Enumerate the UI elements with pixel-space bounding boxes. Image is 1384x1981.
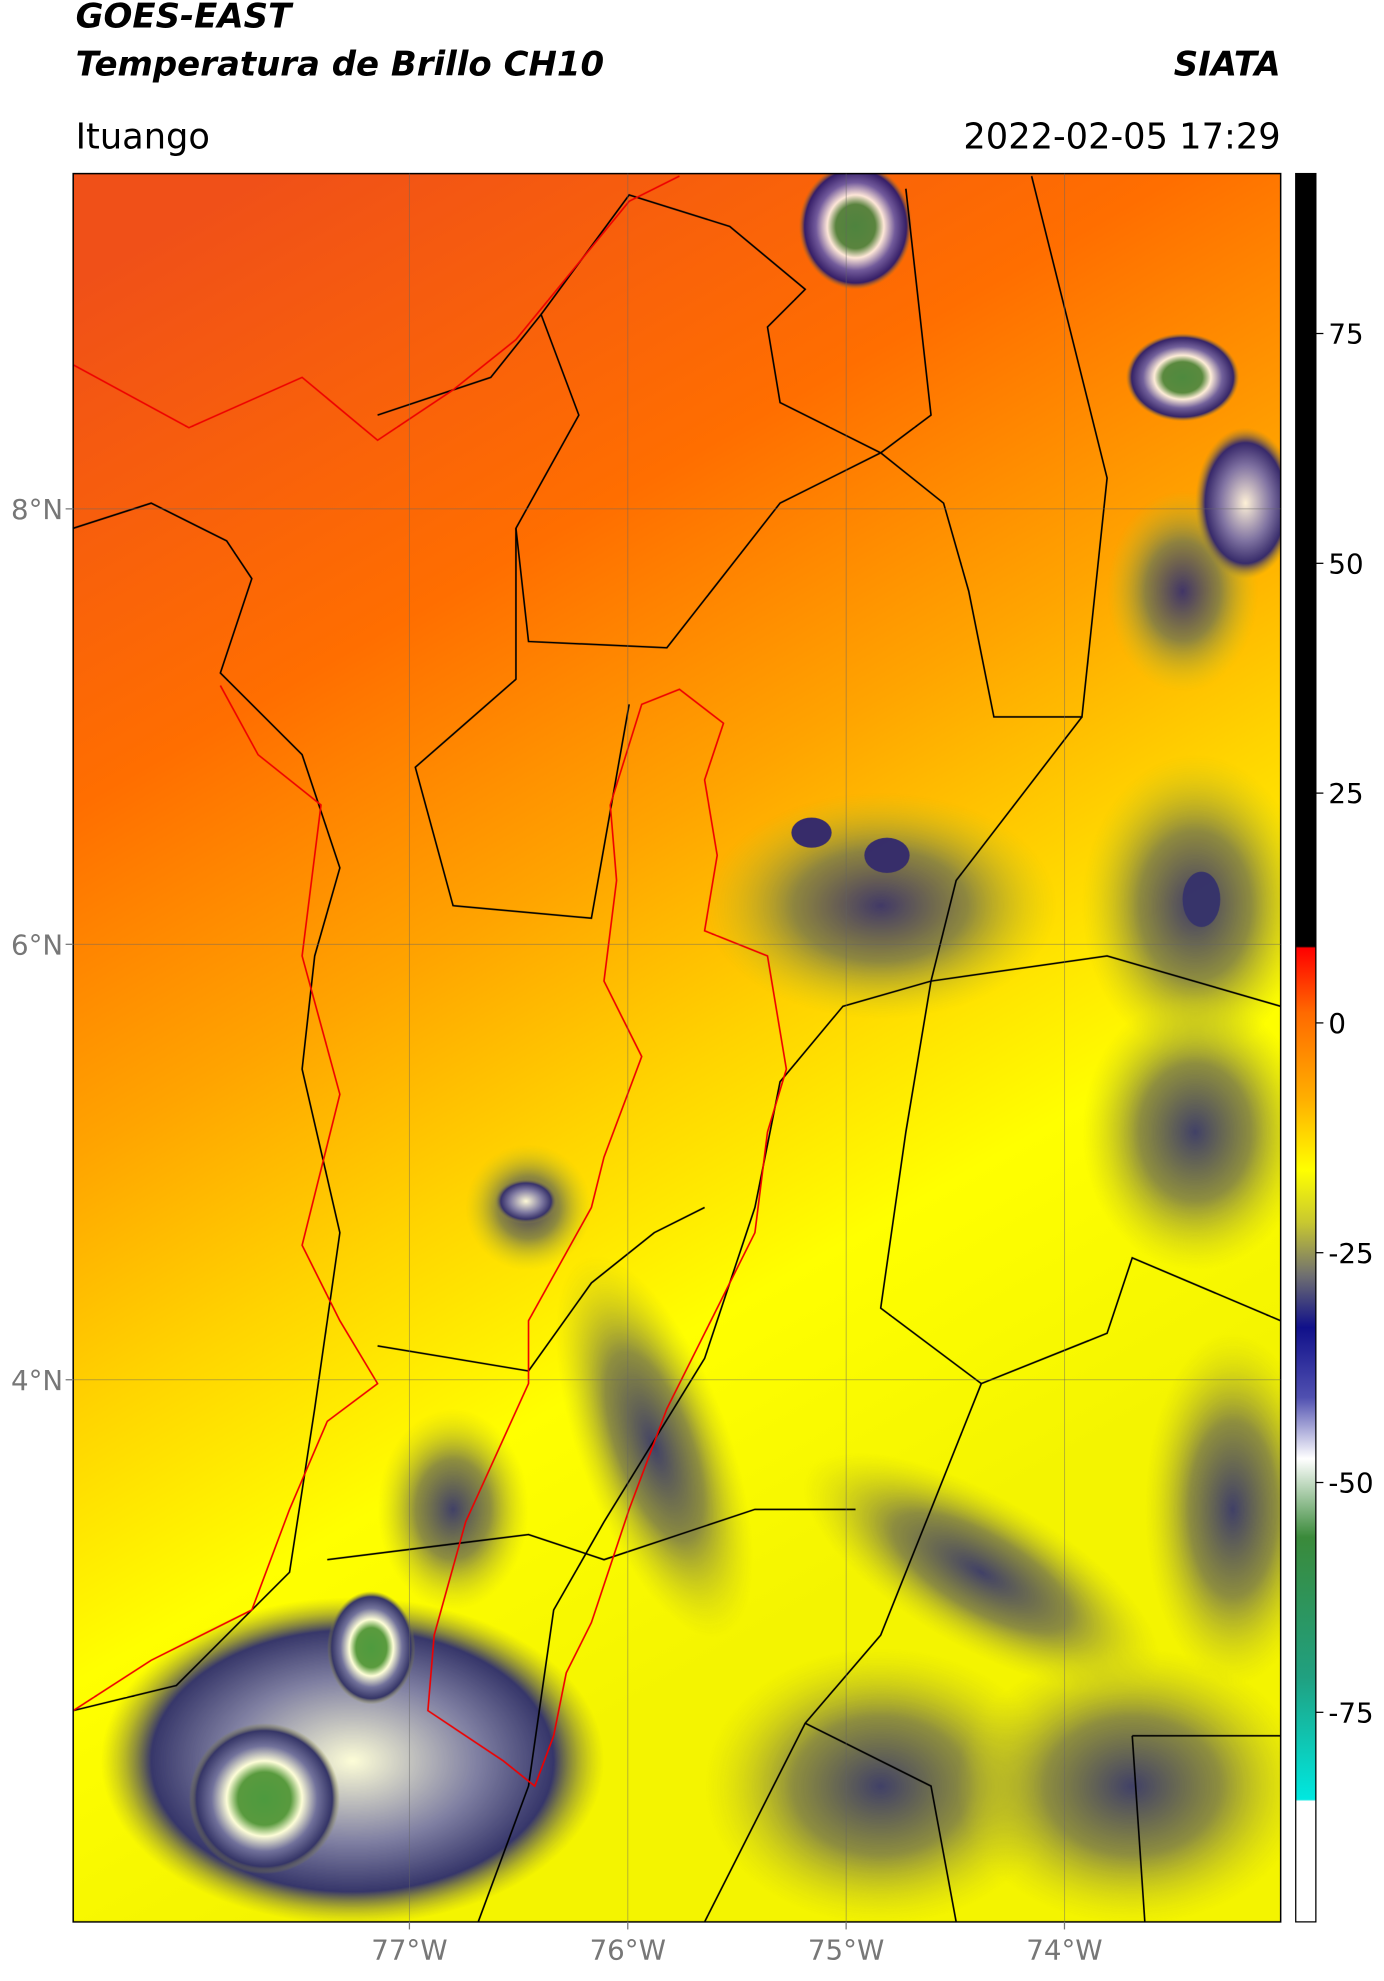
x-tick-label: 77°W: [371, 1934, 447, 1967]
y-tick-label: 8°N: [11, 493, 63, 526]
datetime: 2022-02-05 17:29: [963, 116, 1280, 157]
source: SIATA: [1174, 44, 1281, 84]
colorbar-tick-label: 0: [1328, 1007, 1346, 1040]
colorbar-tick-label: -50: [1328, 1467, 1373, 1500]
colorbar-axis: -75 -50 -25 0 25 50 75: [1315, 318, 1374, 1729]
colorbar-tick-label: -75: [1328, 1696, 1373, 1729]
colorbar-tick-label: 75: [1328, 318, 1363, 351]
map-frame: [72, 172, 1282, 1923]
location: Ituango: [76, 116, 210, 157]
colorbar-tick-label: 50: [1328, 547, 1363, 580]
x-tick-label: 74°W: [1026, 1934, 1102, 1967]
title: GOES-EAST: [76, 0, 294, 37]
satellite-image: [73, 173, 1281, 1922]
axes: 77°W 76°W 75°W 74°W 4°N 6°N 8°N: [11, 173, 1281, 1967]
colorbar-tick-label: 25: [1328, 777, 1363, 810]
colorbar-tick-label: -25: [1328, 1237, 1373, 1270]
x-tick-label: 76°W: [590, 1934, 666, 1967]
y-tick-label: 6°N: [11, 928, 63, 961]
subtitle: Temperatura de Brillo CH10: [76, 44, 604, 84]
y-tick-label: 4°N: [11, 1364, 63, 1397]
x-tick-label: 75°W: [808, 1934, 884, 1967]
colorbar: [1295, 172, 1317, 1923]
